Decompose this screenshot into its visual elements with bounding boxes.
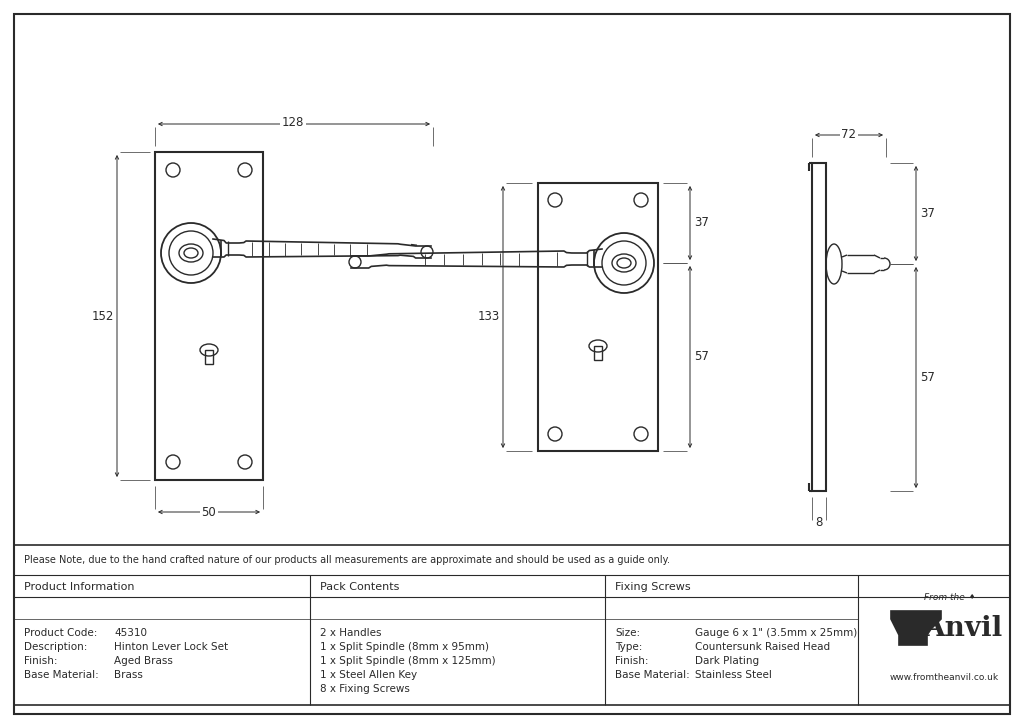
- Text: 37: 37: [921, 207, 936, 220]
- Text: Brass: Brass: [114, 670, 143, 680]
- Text: Dark Plating: Dark Plating: [695, 656, 759, 666]
- Text: 8: 8: [815, 516, 822, 529]
- Text: www.fromtheanvil.co.uk: www.fromtheanvil.co.uk: [890, 674, 998, 682]
- Text: 1 x Split Spindle (8mm x 95mm): 1 x Split Spindle (8mm x 95mm): [319, 642, 489, 652]
- Text: Aged Brass: Aged Brass: [114, 656, 173, 666]
- Bar: [538, 183, 658, 451]
- Text: ♦: ♦: [969, 594, 975, 600]
- Text: Size:: Size:: [615, 628, 640, 638]
- Text: 37: 37: [694, 216, 710, 229]
- Polygon shape: [891, 611, 941, 645]
- Text: Base Material:: Base Material:: [615, 670, 690, 680]
- Text: 133: 133: [478, 311, 500, 324]
- Text: Hinton Lever Lock Set: Hinton Lever Lock Set: [114, 642, 228, 652]
- Bar: [205, 350, 213, 364]
- Text: 8 x Fixing Screws: 8 x Fixing Screws: [319, 684, 410, 694]
- Text: 1 x Steel Allen Key: 1 x Steel Allen Key: [319, 670, 417, 680]
- Text: 72: 72: [842, 127, 856, 140]
- Text: Countersunk Raised Head: Countersunk Raised Head: [695, 642, 830, 652]
- Text: 45310: 45310: [114, 628, 147, 638]
- Text: Product Information: Product Information: [24, 582, 134, 592]
- Text: Finish:: Finish:: [24, 656, 57, 666]
- Text: Please Note, due to the hand crafted nature of our products all measurements are: Please Note, due to the hand crafted nat…: [24, 555, 670, 565]
- Text: 50: 50: [202, 505, 216, 518]
- Text: Finish:: Finish:: [615, 656, 648, 666]
- Text: Description:: Description:: [24, 642, 87, 652]
- Text: 57: 57: [694, 350, 710, 364]
- Text: 152: 152: [92, 309, 115, 323]
- Text: 57: 57: [921, 371, 936, 384]
- Text: 2 x Handles: 2 x Handles: [319, 628, 382, 638]
- Text: Base Material:: Base Material:: [24, 670, 98, 680]
- Text: Product Code:: Product Code:: [24, 628, 97, 638]
- Text: 128: 128: [282, 116, 304, 129]
- Text: Stainless Steel: Stainless Steel: [695, 670, 772, 680]
- Text: From the: From the: [924, 592, 965, 602]
- Bar: [155, 152, 263, 480]
- Text: Anvil: Anvil: [924, 615, 1002, 643]
- Text: 1 x Split Spindle (8mm x 125mm): 1 x Split Spindle (8mm x 125mm): [319, 656, 496, 666]
- Text: Type:: Type:: [615, 642, 642, 652]
- Bar: [594, 346, 602, 360]
- Text: Gauge 6 x 1" (3.5mm x 25mm): Gauge 6 x 1" (3.5mm x 25mm): [695, 628, 857, 638]
- Text: Pack Contents: Pack Contents: [319, 582, 399, 592]
- Bar: [14, 545, 1010, 705]
- Text: Fixing Screws: Fixing Screws: [615, 582, 690, 592]
- Bar: [812, 163, 826, 491]
